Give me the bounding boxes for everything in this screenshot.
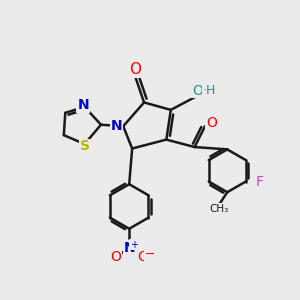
Text: O: O (206, 116, 217, 130)
Text: CH₃: CH₃ (209, 204, 229, 214)
Text: O: O (192, 84, 203, 98)
Text: N: N (111, 119, 122, 133)
Text: −: − (145, 248, 155, 260)
Text: O: O (110, 250, 121, 264)
Text: S: S (80, 140, 90, 153)
Text: +: + (130, 239, 138, 250)
Text: N: N (123, 241, 135, 255)
Text: O: O (129, 62, 141, 77)
Text: O: O (137, 250, 148, 264)
Text: F: F (255, 175, 263, 188)
Text: N: N (77, 98, 89, 112)
Text: ·H: ·H (203, 84, 216, 97)
